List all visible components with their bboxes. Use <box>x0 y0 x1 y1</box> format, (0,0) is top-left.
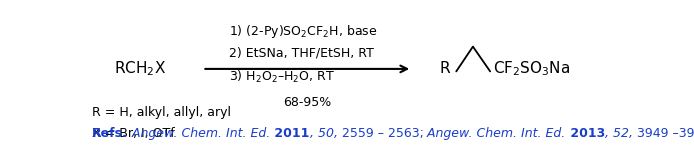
Text: R: R <box>439 61 450 76</box>
Text: 2013: 2013 <box>566 127 605 140</box>
Text: Angew. Chem. Int. Ed.: Angew. Chem. Int. Ed. <box>128 127 270 140</box>
Text: 3) H$_2$O$_2$–H$_2$O, RT: 3) H$_2$O$_2$–H$_2$O, RT <box>229 69 335 85</box>
Text: X = Br, I, OTf: X = Br, I, OTf <box>92 127 175 140</box>
Text: CF$_2$SO$_3$Na: CF$_2$SO$_3$Na <box>493 60 570 78</box>
Text: Angew. Chem. Int. Ed.: Angew. Chem. Int. Ed. <box>423 127 566 140</box>
Text: RCH$_2$X: RCH$_2$X <box>114 60 166 78</box>
Text: 2) EtSNa, THF/EtSH, RT: 2) EtSNa, THF/EtSH, RT <box>229 47 374 60</box>
Text: 3949 –3952.: 3949 –3952. <box>633 127 694 140</box>
Text: 1) (2-Py)SO$_2$CF$_2$H, base: 1) (2-Py)SO$_2$CF$_2$H, base <box>229 23 378 40</box>
Text: 2011: 2011 <box>270 127 310 140</box>
Text: Refs.: Refs. <box>92 127 128 140</box>
Text: 68-95%: 68-95% <box>283 96 332 109</box>
Text: , 50,: , 50, <box>310 127 337 140</box>
Text: 2559 – 2563;: 2559 – 2563; <box>337 127 423 140</box>
Text: R = H, alkyl, allyl, aryl: R = H, alkyl, allyl, aryl <box>92 106 231 119</box>
Text: , 52,: , 52, <box>605 127 633 140</box>
